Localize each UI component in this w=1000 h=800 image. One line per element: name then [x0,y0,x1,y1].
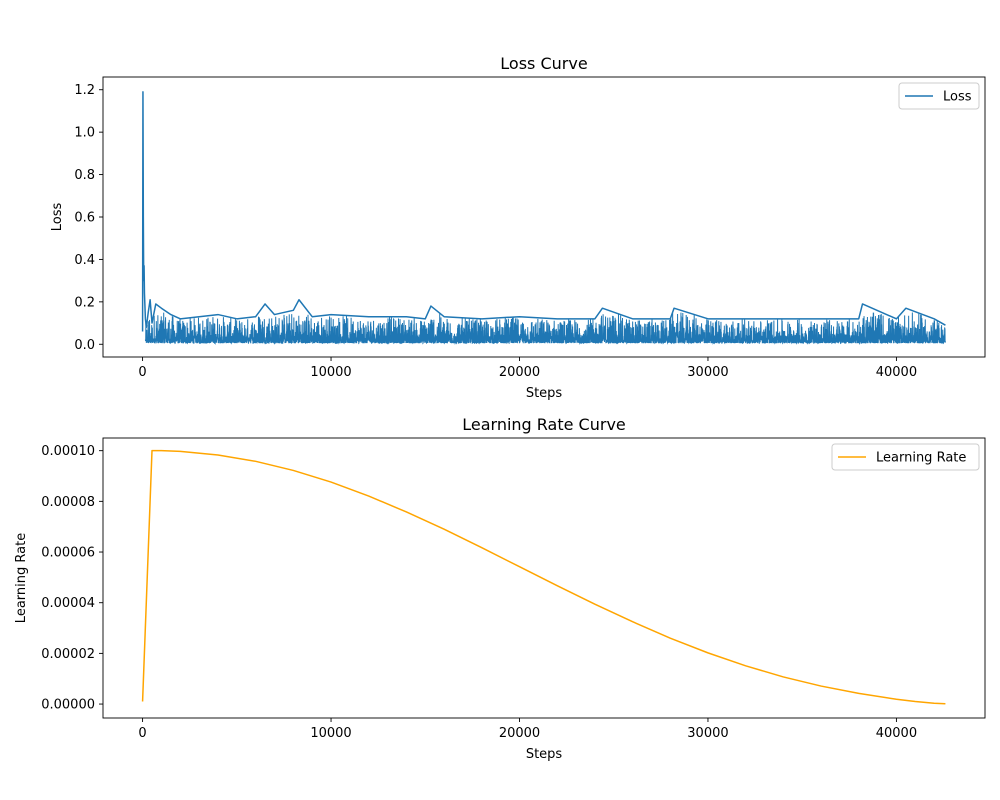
legend-label: Loss [943,90,972,105]
y-tick-label: 0.0 [74,338,95,353]
y-tick-label: 0.6 [74,211,95,226]
loss-noise-band [144,312,946,346]
plot-area [141,449,946,705]
plot-area [141,91,946,346]
y-axis-label: Learning Rate [14,533,29,623]
chart-title: Learning Rate Curve [462,415,626,434]
chart-loss: Loss Curve 0 10000 20000 30000 40000 0.0 0.2 0.4… [50,54,986,401]
x-tick-label: 0 [138,726,146,741]
legend-box [898,82,980,110]
legend: Learning Rate [831,443,980,471]
y-tick-label: 1.0 [74,126,95,141]
x-axis-label: Steps [526,386,563,401]
chart-title: Loss Curve [500,54,587,73]
axes-frame [102,437,986,719]
y-axis-label: Loss [50,203,65,232]
x-tick-label: 40000 [876,365,917,380]
y-tick-label: 0.4 [74,253,95,268]
x-tick-label: 20000 [499,726,540,741]
x-tick-label: 0 [138,365,146,380]
x-axis-label: Steps [526,747,563,762]
legend-box [831,443,980,471]
chart-learning-rate: Learning Rate Curve 0 10000 20000 30000 40000… [14,415,986,762]
x-tick-label: 30000 [687,726,728,741]
y-tick-label: 0.00000 [41,698,95,713]
series-line-loss [141,91,946,332]
x-tick-label: 40000 [876,726,917,741]
y-tick-label: 0.00004 [41,596,95,611]
series-line-learning-rate [141,449,946,705]
x-tick-label: 30000 [687,365,728,380]
legend-label: Learning Rate [876,451,966,466]
x-tick-label: 10000 [310,365,351,380]
y-tick-label: 0.2 [74,295,95,310]
legend: Loss [898,82,980,110]
y-tick-label: 1.2 [74,83,95,98]
y-tick-label: 0.00002 [41,647,95,662]
x-tick-label: 10000 [310,726,351,741]
y-tick-label: 0.8 [74,168,95,183]
y-tick-label: 0.00010 [41,444,95,459]
y-tick-label: 0.00008 [41,495,95,510]
y-tick-label: 0.00006 [41,546,95,561]
x-tick-label: 20000 [499,365,540,380]
